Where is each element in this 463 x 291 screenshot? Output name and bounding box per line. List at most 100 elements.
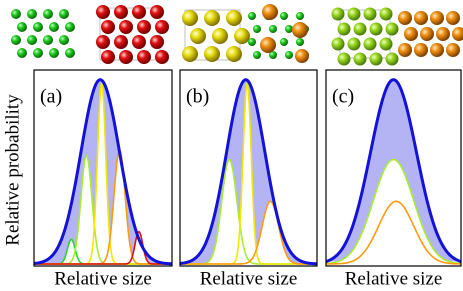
atom [353, 52, 367, 66]
atom [414, 11, 428, 25]
panel [34, 78, 172, 266]
component-mask [34, 231, 172, 264]
component-curve [34, 230, 172, 265]
atom [369, 22, 383, 36]
atom [280, 38, 288, 46]
atom [212, 28, 228, 44]
atom [260, 37, 276, 53]
atom [33, 48, 43, 58]
atom [150, 35, 164, 49]
atom [190, 28, 206, 44]
atom [43, 35, 53, 45]
atom [292, 22, 308, 38]
atom [226, 10, 242, 26]
x-axis-label: Relative size [345, 268, 443, 289]
envelope-curve [34, 78, 172, 266]
panel-frame [179, 69, 318, 267]
component-mask [180, 201, 317, 264]
atom [119, 20, 133, 34]
atom [420, 27, 434, 41]
atom [379, 37, 393, 51]
atom [182, 10, 198, 26]
atom [43, 9, 53, 19]
atom [347, 37, 361, 51]
atom [347, 7, 361, 21]
atom [331, 37, 345, 51]
atom [296, 38, 304, 46]
atom [96, 5, 110, 19]
atom [369, 52, 383, 66]
atom [150, 5, 164, 19]
atom [132, 35, 146, 49]
atom [385, 52, 399, 66]
envelope-curve [180, 78, 317, 266]
atom [363, 7, 377, 21]
atom [398, 11, 412, 25]
atom [27, 9, 37, 19]
atom [385, 22, 399, 36]
panel-label: (b) [186, 86, 209, 108]
atom [49, 22, 59, 32]
atom [65, 48, 75, 58]
atom [33, 22, 43, 32]
atom [155, 50, 169, 64]
atom [204, 46, 220, 62]
component-curve [180, 200, 317, 265]
atom [446, 43, 460, 57]
atom [114, 5, 128, 19]
atom [114, 35, 128, 49]
x-axis-label: Relative size [200, 268, 298, 289]
atom [59, 35, 69, 45]
atom [49, 48, 59, 58]
atom [296, 12, 304, 20]
atom [253, 51, 261, 59]
atom [234, 28, 250, 44]
atom [253, 25, 261, 33]
panel-frame [325, 69, 462, 267]
atom [59, 9, 69, 19]
atom [363, 37, 377, 51]
panel-frame [33, 69, 173, 267]
y-axis-label: Relative probability [2, 94, 23, 246]
atom [430, 11, 444, 25]
atom [226, 46, 242, 62]
atom [17, 22, 27, 32]
atom [155, 20, 169, 34]
component-mask [34, 84, 172, 264]
atom [248, 38, 256, 46]
component-mask [326, 201, 461, 264]
atom [137, 50, 151, 64]
atom [414, 43, 428, 57]
atom [101, 20, 115, 34]
atom [430, 43, 444, 57]
atom [11, 9, 21, 19]
atom [337, 52, 351, 66]
atom [119, 50, 133, 64]
atom [96, 35, 110, 49]
atom [262, 4, 278, 20]
envelope-curve [326, 78, 461, 263]
atom [295, 49, 309, 63]
atom [331, 7, 345, 21]
atom [269, 51, 277, 59]
atom [204, 10, 220, 26]
panel [326, 78, 461, 265]
atom [182, 46, 198, 62]
atom [65, 22, 75, 32]
atom [398, 43, 412, 57]
panel-label: (c) [332, 86, 354, 108]
atom [379, 7, 393, 21]
atom [11, 35, 21, 45]
atom [17, 48, 27, 58]
atom [452, 27, 463, 41]
panel [180, 78, 317, 266]
x-axis-label: Relative size [54, 268, 152, 289]
atom [285, 25, 293, 33]
atom [436, 27, 450, 41]
atom [137, 20, 151, 34]
atom [248, 12, 256, 20]
atom [27, 35, 37, 45]
atom [337, 22, 351, 36]
atom [446, 11, 460, 25]
